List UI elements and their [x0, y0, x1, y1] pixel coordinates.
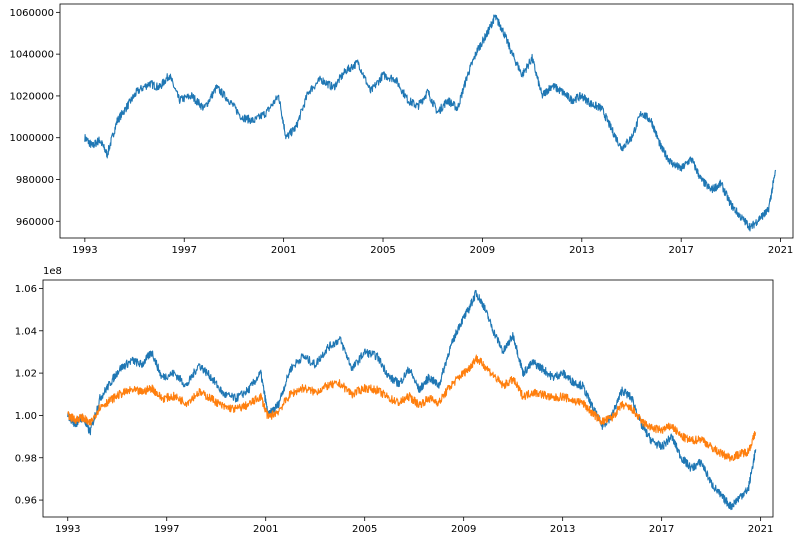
x-tick-label: 2017 [649, 524, 674, 535]
x-tick-label: 2013 [569, 245, 594, 256]
y-tick-label: 1000000 [9, 133, 54, 144]
plot-area-frame [42, 279, 774, 518]
x-tick-label: 2001 [253, 524, 278, 535]
y-tick-label: 0.98 [15, 453, 37, 464]
y-tick-label: 1020000 [9, 91, 54, 102]
x-tick-label: 1997 [172, 245, 197, 256]
y-tick-label: 1.06 [15, 284, 37, 295]
x-tick-label: 2005 [370, 245, 395, 256]
x-tick-label: 2009 [451, 524, 476, 535]
series-line-2 [67, 354, 757, 462]
y-tick-label: 1.04 [15, 326, 37, 337]
x-tick-label: 1997 [154, 524, 179, 535]
x-tick-label: 1993 [55, 524, 80, 535]
y-tick-label: 1060000 [9, 8, 54, 19]
x-tick-label: 2001 [271, 245, 296, 256]
x-tick-label: 2013 [550, 524, 575, 535]
x-tick-label: 2005 [352, 524, 377, 535]
x-tick-label: 1993 [72, 245, 97, 256]
y-tick-label: 960000 [16, 217, 54, 228]
y-tick-label: 980000 [16, 175, 54, 186]
plot-area-frame [59, 3, 794, 239]
chart-panel-1: 1993 1997 2001 2005 2009 2013 2017 2021 960000 98… [9, 3, 794, 256]
series-line-1 [67, 289, 757, 511]
series-line-1 [84, 14, 777, 232]
y-tick-label: 0.96 [15, 496, 37, 507]
x-tick-label: 2021 [768, 245, 793, 256]
x-tick-label: 2009 [470, 245, 495, 256]
y-offset-label: 1e8 [43, 266, 62, 277]
x-tick-label: 2017 [668, 245, 693, 256]
x-tick-label: 2021 [748, 524, 773, 535]
y-tick-label: 1.02 [15, 369, 37, 380]
y-tick-label: 1040000 [9, 50, 54, 61]
y-tick-label: 1.00 [15, 411, 37, 422]
chart-panel-2: 1993 1997 2001 2005 2009 2013 2017 2021 0.96 0.98… [15, 266, 774, 535]
